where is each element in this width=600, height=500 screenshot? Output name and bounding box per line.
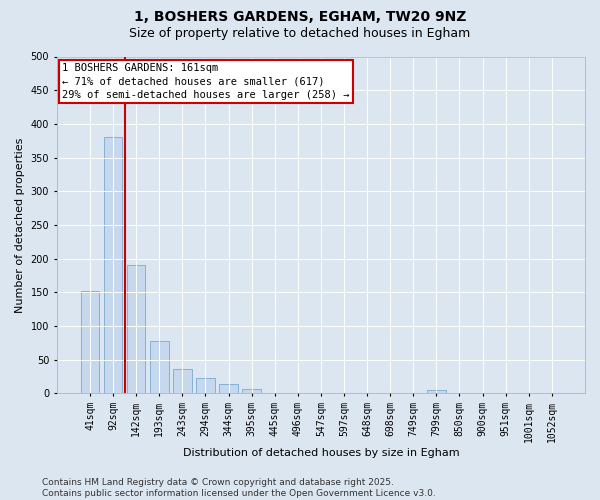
Bar (127, 265, 145, 393)
Text: 1, BOSHERS GARDENS, EGHAM, TW20 9NZ: 1, BOSHERS GARDENS, EGHAM, TW20 9NZ (134, 10, 466, 24)
X-axis label: Distribution of detached houses by size in Egham: Distribution of detached houses by size … (182, 448, 459, 458)
Bar (104, 138, 122, 393)
Text: Size of property relative to detached houses in Egham: Size of property relative to detached ho… (130, 28, 470, 40)
Bar (220, 384, 238, 393)
Bar (242, 389, 261, 393)
Bar (266, 392, 284, 393)
Bar (81, 291, 99, 393)
Bar (150, 340, 169, 393)
Bar (196, 378, 215, 393)
Bar (427, 390, 446, 393)
Y-axis label: Number of detached properties: Number of detached properties (15, 137, 25, 312)
Text: 1 BOSHERS GARDENS: 161sqm
← 71% of detached houses are smaller (617)
29% of semi: 1 BOSHERS GARDENS: 161sqm ← 71% of detac… (62, 63, 350, 100)
Bar (173, 369, 191, 393)
Text: Contains HM Land Registry data © Crown copyright and database right 2025.
Contai: Contains HM Land Registry data © Crown c… (42, 478, 436, 498)
